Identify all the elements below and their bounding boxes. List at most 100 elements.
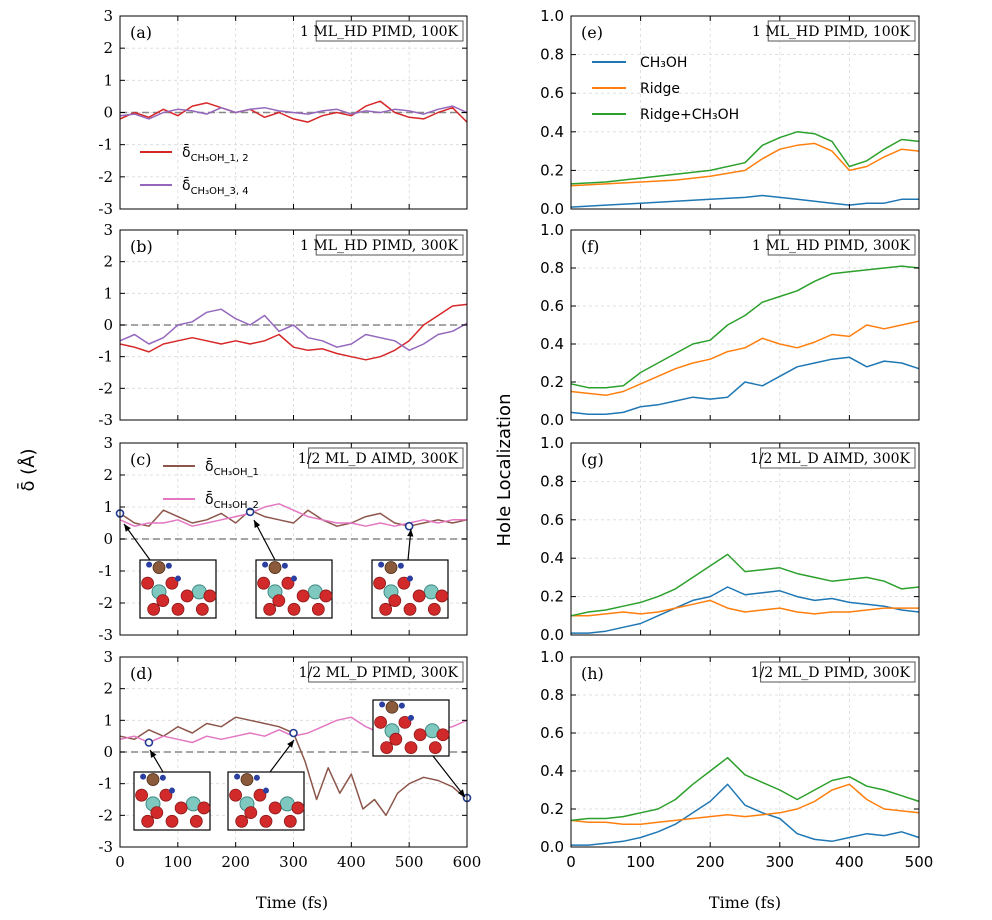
y-tick-label: 0.8: [540, 472, 564, 490]
snapshot-d3: [372, 699, 466, 798]
oxygen-atom: [180, 589, 194, 603]
condition-label: 1 ML_HD PIMD, 100K: [752, 24, 911, 40]
condition-label: 1/2 ML_D AIMD, 300K: [750, 451, 911, 467]
oxygen-atom: [235, 814, 249, 828]
panel-a: -3 -2 -1 0 1 2 3 (a) 1 ML_HD PIMD, 100K: [98, 7, 468, 218]
arrow-head: [150, 750, 157, 758]
oxygen-atom: [428, 741, 442, 754]
panel-g: 0.0 0.2 0.4 0.6 0.8 1.0 (g) 1/2 ML_D AIMD, 300K: [540, 434, 920, 644]
series-line: [570, 356, 920, 416]
oxygen-atom: [413, 728, 427, 742]
hydrogen-atom: [378, 561, 385, 568]
y-tick-label: 0.4: [540, 335, 564, 353]
y-tick-label: 0: [103, 316, 113, 334]
legend-panel-e: CH₃OH Ridge Ridge+CH₃OH: [592, 55, 739, 123]
snapshot-marker: [289, 728, 298, 738]
hydrogen-atom: [140, 773, 147, 780]
x-tick-label: 0: [115, 853, 125, 871]
condition-box: [315, 234, 464, 256]
series-line: [570, 783, 920, 825]
oxygen-atom: [380, 741, 394, 754]
y-tick-label: -2: [98, 379, 113, 397]
oxygen-atom: [283, 814, 297, 828]
y-tick-label: 0: [103, 530, 113, 548]
series-line: [571, 586, 920, 634]
y-tick-label: 0.6: [540, 511, 564, 529]
oxygen-atom: [403, 602, 417, 616]
series-line: [570, 194, 919, 208]
hydrogen-atom: [165, 562, 172, 569]
oxygen-atom: [436, 728, 450, 742]
y-tick-label: 1: [103, 71, 113, 89]
snapshot-d1: [133, 749, 211, 831]
oxygen-atom: [171, 602, 185, 616]
x-tick-label: 600: [453, 853, 482, 871]
x-tick-label: 400: [337, 853, 366, 871]
x-tick-label: 0: [566, 853, 576, 871]
y-tick-label: 3: [103, 648, 113, 666]
carbon-atom: [240, 773, 254, 786]
oxygen-atom: [165, 576, 179, 590]
panel-label: (a): [130, 23, 152, 42]
legend-panel-c: δ̄CH₃OH_1 δ̄CH₃OH_2: [163, 457, 259, 511]
x-tick-label: 100: [626, 853, 655, 871]
x-tick-label: 400: [835, 853, 864, 871]
legend-label: δ̄CH₃OH_3, 4: [182, 176, 249, 197]
panel-d: 0 100 200 300 400 500 600 -3 -2 -1 0 1 2 3 (d) 1/2 ML_D…: [98, 648, 481, 871]
panel-h: 0 100 200 300 400 500 0.0 0.2 0.4 0.6 0.8 1.0 (h) 1/2…: [540, 648, 933, 871]
y-tick-label: -2: [98, 806, 113, 824]
y-tick-label: 1.0: [540, 7, 564, 25]
oxygen-atom: [311, 602, 325, 616]
hydrogen-atom: [146, 561, 153, 568]
y-tick-label: 0.0: [540, 626, 564, 644]
snapshot-c3: [371, 528, 449, 619]
oxygen-atom: [388, 594, 402, 607]
oxygen-atom: [427, 602, 441, 616]
y-tick-label: 0.6: [540, 84, 564, 102]
hydrogen-atom: [262, 561, 269, 568]
panel-label: (d): [130, 664, 153, 683]
series-line: [570, 320, 920, 397]
hydrogen-atom: [159, 774, 166, 781]
hydrogen-atom: [398, 702, 405, 709]
oxygen-atom: [150, 806, 164, 819]
y-tick-label: 0.8: [540, 46, 564, 64]
condition-box: [308, 447, 464, 469]
y-tick-label: 0.0: [540, 838, 564, 856]
left-x-axis-label: Time (fs): [256, 893, 328, 912]
oxygen-atom: [296, 589, 310, 603]
panel-label: (h): [581, 664, 604, 683]
arrow-head: [124, 524, 131, 532]
condition-box: [760, 447, 916, 469]
oxygen-atom: [373, 576, 387, 590]
condition-label: 1/2 ML_D PIMD, 300K: [751, 665, 911, 681]
y-tick-label: 0.2: [540, 373, 564, 391]
series-line: [119, 308, 468, 352]
hydrogen-atom: [169, 787, 175, 794]
hydrogen-atom: [407, 575, 413, 582]
series-line: [571, 783, 920, 846]
x-tick-label: 300: [279, 853, 308, 871]
y-tick-label: 0.8: [540, 259, 564, 277]
carbon-atom: [385, 700, 399, 714]
snapshot-c1: [123, 523, 217, 619]
y-tick-label: 0.2: [540, 588, 564, 606]
condition-label: 1 ML_HD PIMD, 300K: [752, 238, 911, 254]
y-tick-label: 0.0: [540, 411, 564, 429]
y-tick-label: -2: [98, 168, 113, 186]
panel-label: (f): [581, 237, 599, 256]
oxygen-atom: [389, 732, 403, 746]
condition-label: 1/2 ML_D PIMD, 300K: [299, 665, 459, 681]
hydrogen-atom: [379, 701, 386, 708]
oxygen-atom: [257, 576, 271, 590]
oxygen-atom: [195, 602, 209, 616]
legend-label: δ̄CH₃OH_1: [205, 457, 259, 478]
axes-frame: [570, 442, 920, 636]
snapshot-arrow: [253, 519, 276, 561]
legend-label: Ridge+CH₃OH: [640, 107, 739, 123]
condition-box: [308, 661, 464, 683]
oxygen-atom: [244, 806, 258, 819]
snapshot-marker: [144, 738, 154, 747]
series-line: [119, 105, 468, 120]
